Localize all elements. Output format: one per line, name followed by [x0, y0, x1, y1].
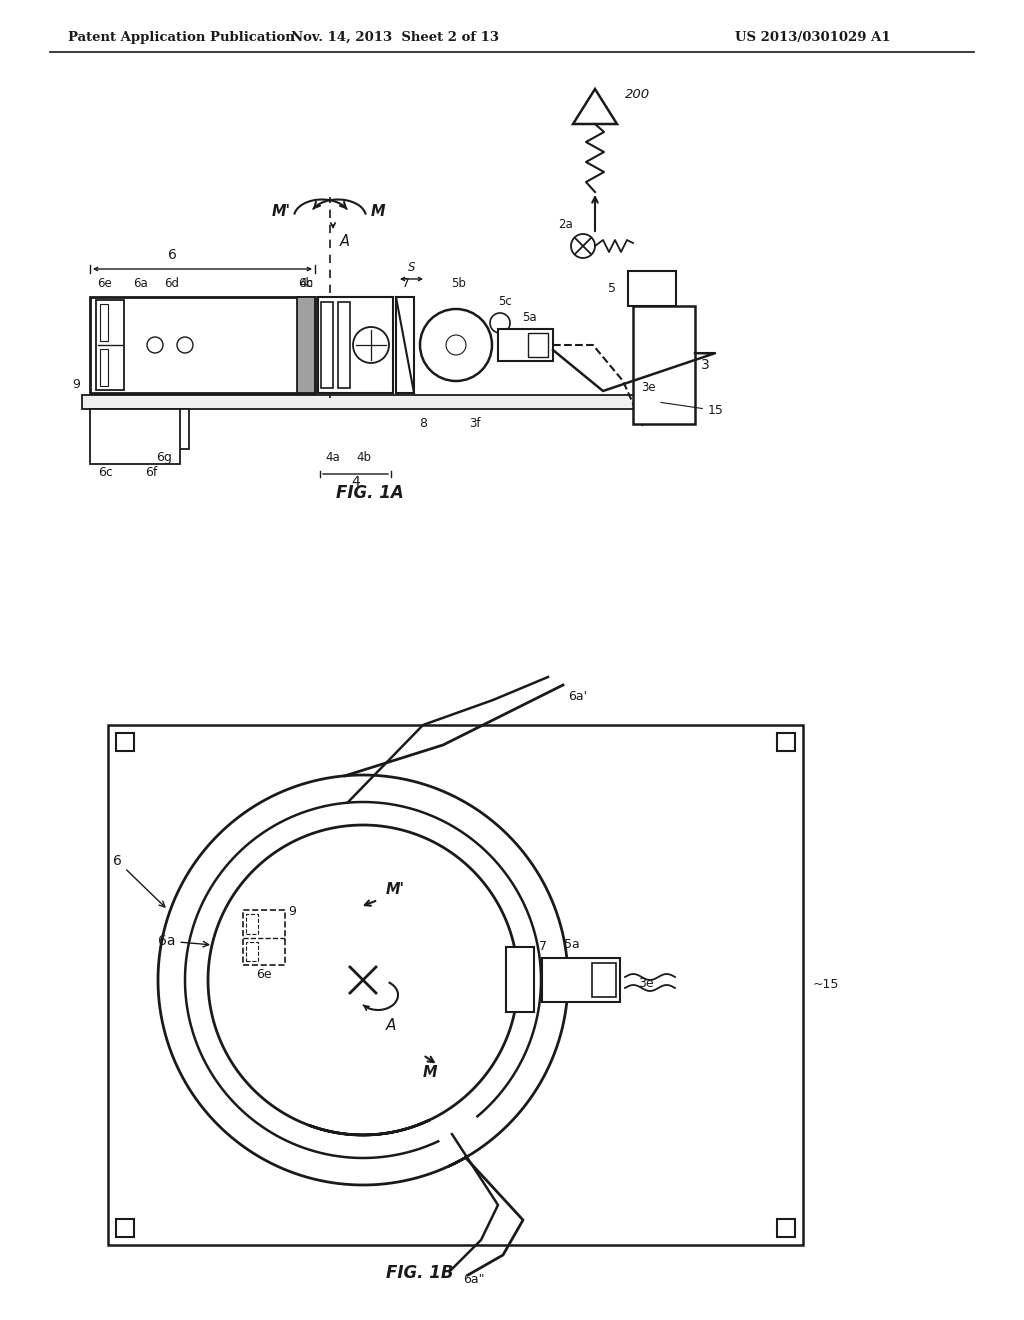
Circle shape: [490, 313, 510, 333]
Text: A: A: [386, 1018, 396, 1034]
Polygon shape: [573, 88, 617, 124]
Circle shape: [446, 335, 466, 355]
Circle shape: [571, 234, 595, 257]
Text: 6e: 6e: [256, 968, 271, 981]
Bar: [508, 949, 532, 1010]
Text: 8: 8: [419, 417, 427, 430]
Text: Nov. 14, 2013  Sheet 2 of 13: Nov. 14, 2013 Sheet 2 of 13: [291, 30, 499, 44]
Text: 6a: 6a: [158, 935, 209, 948]
Text: 6e: 6e: [97, 277, 113, 290]
Text: 6a": 6a": [463, 1272, 484, 1286]
Text: 5a: 5a: [522, 312, 538, 323]
Text: 6a: 6a: [133, 277, 147, 290]
Text: 4b: 4b: [356, 451, 371, 465]
Bar: [116, 1218, 134, 1237]
Bar: [338, 302, 350, 388]
Bar: [321, 302, 333, 388]
Text: 3: 3: [701, 358, 710, 372]
Text: 7: 7: [402, 277, 410, 290]
Bar: [777, 733, 795, 751]
Text: M': M': [386, 882, 406, 898]
Bar: [777, 1218, 795, 1237]
Bar: [498, 329, 553, 360]
Text: 5c: 5c: [498, 294, 512, 308]
Text: 3e: 3e: [638, 977, 653, 990]
Text: 9: 9: [288, 906, 296, 917]
Bar: [246, 913, 258, 933]
Bar: [90, 409, 180, 465]
Text: M': M': [272, 205, 291, 219]
Bar: [96, 300, 124, 389]
Text: US 2013/0301029 A1: US 2013/0301029 A1: [735, 30, 891, 44]
Text: Patent Application Publication: Patent Application Publication: [68, 30, 295, 44]
Text: 4c: 4c: [299, 277, 313, 290]
Bar: [297, 297, 315, 393]
Bar: [243, 909, 285, 965]
Bar: [125, 305, 297, 385]
Bar: [298, 298, 314, 392]
Text: 5: 5: [608, 282, 616, 294]
Bar: [116, 733, 134, 751]
Bar: [82, 395, 658, 409]
Text: 5b: 5b: [451, 277, 466, 290]
Text: 6a': 6a': [568, 690, 587, 704]
Bar: [108, 725, 803, 1245]
Bar: [528, 333, 548, 356]
Bar: [134, 409, 189, 449]
Text: 6: 6: [168, 248, 177, 261]
Text: 2a: 2a: [558, 218, 572, 231]
Bar: [92, 300, 313, 391]
Text: 200: 200: [625, 87, 650, 100]
Bar: [246, 941, 258, 961]
Text: 6c: 6c: [98, 466, 113, 479]
Text: FIG. 1A: FIG. 1A: [336, 484, 403, 502]
Bar: [396, 297, 414, 393]
Bar: [506, 946, 534, 1012]
Text: 5a: 5a: [564, 939, 580, 950]
Text: 3f: 3f: [469, 417, 480, 430]
Text: M: M: [423, 1065, 437, 1080]
Text: 6g: 6g: [157, 451, 172, 465]
Bar: [628, 271, 676, 306]
Text: 15: 15: [660, 403, 724, 417]
Text: A: A: [340, 235, 350, 249]
Text: 4: 4: [351, 475, 359, 488]
Circle shape: [353, 327, 389, 363]
Text: 3e: 3e: [641, 381, 655, 393]
Bar: [542, 958, 620, 1002]
Bar: [100, 304, 108, 341]
Bar: [633, 306, 695, 424]
Text: 4a: 4a: [325, 451, 340, 465]
Text: 7: 7: [539, 940, 547, 953]
Bar: [592, 964, 616, 997]
Text: S: S: [408, 261, 415, 275]
Text: FIG. 1B: FIG. 1B: [386, 1265, 454, 1282]
Text: 6d: 6d: [165, 277, 179, 290]
Bar: [100, 348, 108, 385]
Bar: [90, 297, 315, 393]
Text: 9: 9: [72, 378, 80, 391]
Text: 6b: 6b: [299, 277, 313, 290]
Text: 6f: 6f: [145, 466, 158, 479]
Text: 6: 6: [113, 854, 165, 907]
Circle shape: [420, 309, 492, 381]
Bar: [318, 297, 393, 393]
Text: ~15: ~15: [813, 978, 840, 991]
Text: M: M: [371, 205, 385, 219]
Circle shape: [177, 337, 193, 352]
Circle shape: [147, 337, 163, 352]
